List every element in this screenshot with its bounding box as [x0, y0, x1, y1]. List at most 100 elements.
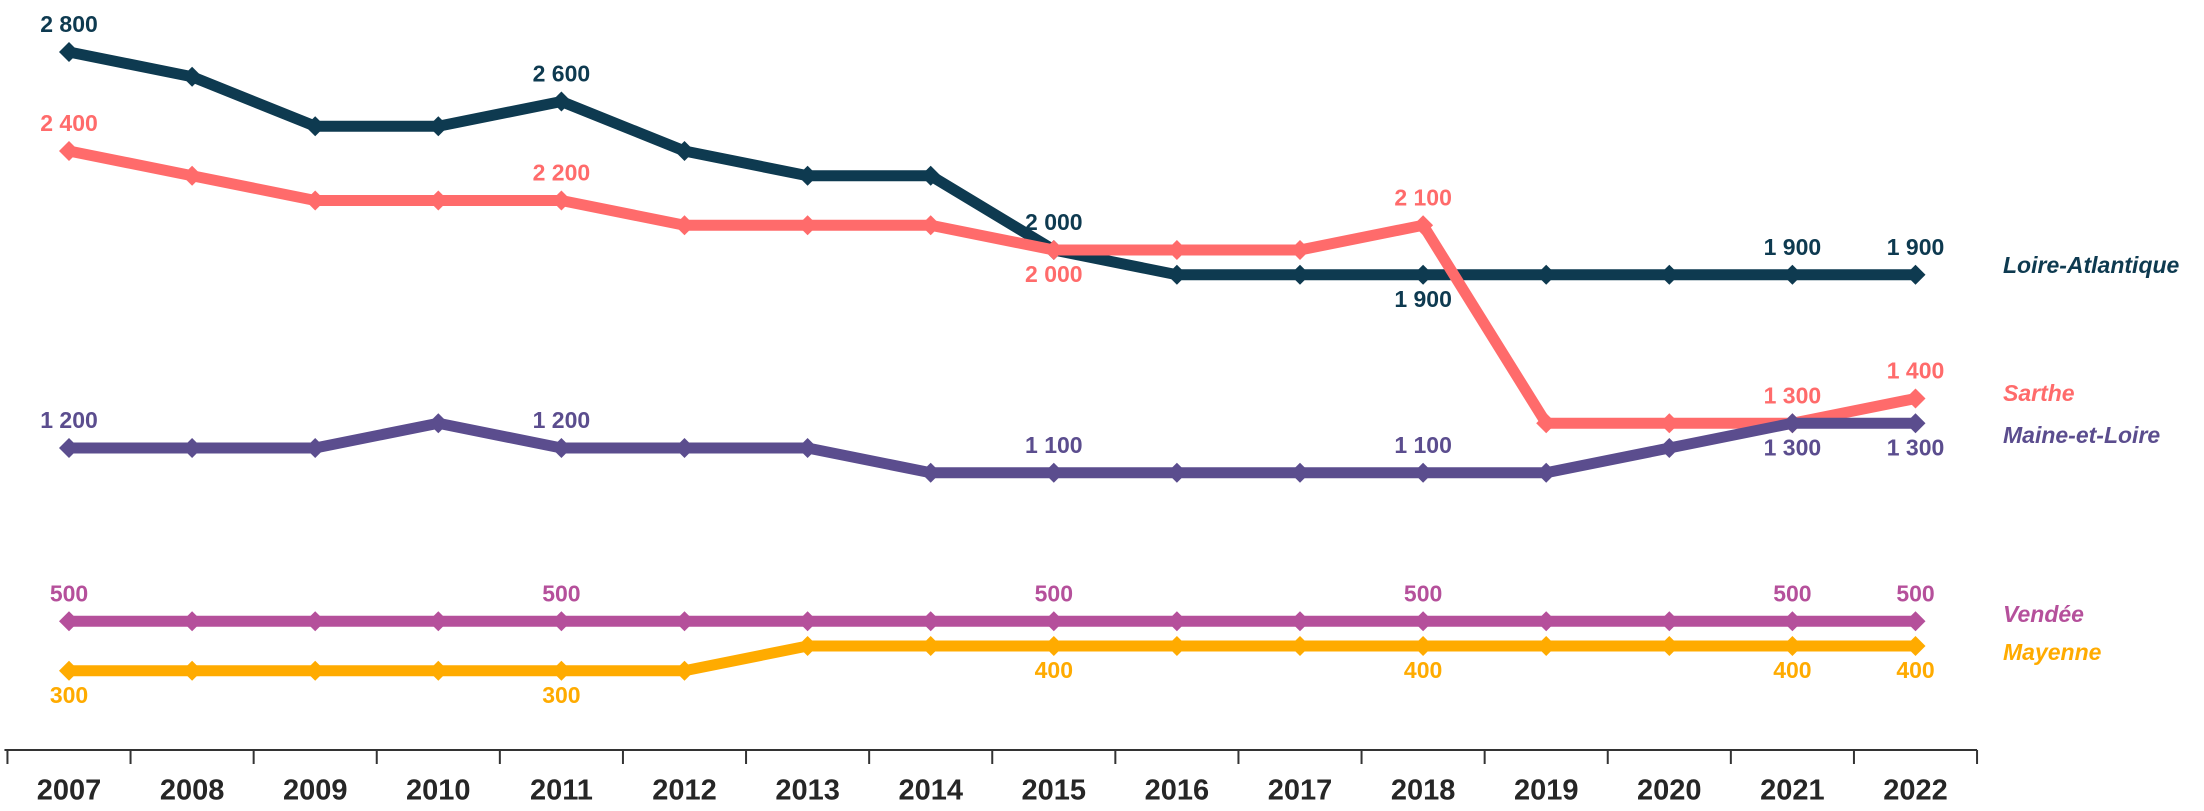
data-label: 2 000: [1025, 209, 1083, 235]
marker: [182, 438, 203, 458]
marker: [551, 660, 572, 681]
data-label: 1 300: [1764, 434, 1822, 460]
marker: [1043, 462, 1064, 483]
marker: [1782, 413, 1803, 434]
marker: [674, 611, 695, 632]
x-tick-label: 2014: [898, 775, 963, 807]
x-tick-label: 2020: [1637, 775, 1702, 807]
marker: [59, 611, 79, 632]
marker: [182, 660, 203, 681]
marker: [920, 462, 941, 483]
marker: [1166, 462, 1187, 483]
marker: [59, 438, 79, 458]
marker: [305, 190, 326, 211]
marker: [1290, 636, 1310, 656]
x-tick-label: 2022: [1883, 775, 1948, 807]
data-label: 1 200: [40, 407, 98, 433]
marker: [428, 190, 449, 211]
marker: [428, 611, 449, 632]
marker: [1290, 240, 1310, 260]
data-label: 500: [542, 580, 580, 606]
data-label: 2 600: [533, 61, 591, 87]
marker: [182, 66, 203, 87]
marker: [1043, 611, 1064, 632]
marker: [1905, 264, 1926, 285]
data-label: 400: [1035, 657, 1073, 683]
marker: [674, 215, 695, 236]
marker: [305, 611, 326, 632]
x-tick-label: 2021: [1760, 775, 1825, 807]
legend-label: Mayenne: [2003, 639, 2102, 665]
marker: [674, 141, 695, 161]
marker: [797, 636, 818, 656]
x-tick-label: 2009: [283, 775, 348, 807]
marker: [920, 636, 941, 656]
marker: [59, 660, 79, 681]
data-label: 500: [1896, 580, 1934, 606]
series-line: [67, 145, 1917, 429]
x-tick-label: 2010: [406, 775, 471, 807]
marker: [1905, 636, 1926, 656]
data-label: 1 900: [1887, 234, 1945, 260]
x-tick-label: 2007: [37, 775, 102, 807]
marker: [1290, 264, 1310, 285]
marker: [1290, 462, 1310, 483]
marker: [59, 42, 79, 62]
marker: [1043, 636, 1064, 656]
data-label: 1 400: [1887, 358, 1945, 384]
marker: [797, 611, 818, 632]
x-tick-label: 2018: [1391, 775, 1456, 807]
marker: [1536, 462, 1557, 483]
data-label: 1 100: [1394, 432, 1452, 458]
marker: [1659, 264, 1680, 285]
marker: [551, 438, 572, 458]
data-label: 2 100: [1394, 184, 1452, 210]
marker: [1413, 462, 1434, 483]
marker: [1782, 636, 1803, 656]
data-label: 1 900: [1764, 234, 1822, 260]
marker: [305, 116, 326, 137]
marker: [674, 660, 695, 681]
marker: [551, 611, 572, 632]
legend-label: Vendée: [2003, 601, 2084, 627]
data-label: 300: [542, 682, 580, 708]
legend-label: Loire-Atlantique: [2003, 252, 2180, 278]
data-label: 500: [1035, 580, 1073, 606]
marker: [1290, 611, 1310, 632]
marker: [182, 165, 203, 186]
marker: [1413, 636, 1434, 656]
x-tick-label: 2011: [530, 775, 593, 807]
data-label: 400: [1896, 657, 1934, 683]
marker: [674, 438, 695, 458]
marker: [59, 141, 79, 161]
series-line: [67, 46, 1916, 281]
data-label: 1 300: [1764, 382, 1822, 408]
marker: [428, 660, 449, 681]
data-label: 500: [1773, 580, 1811, 606]
marker: [182, 611, 203, 632]
marker: [1536, 611, 1557, 632]
marker: [1536, 636, 1557, 656]
marker: [1536, 264, 1557, 285]
marker: [1905, 388, 1926, 409]
legend-label: Maine-et-Loire: [2003, 422, 2160, 448]
data-label: 300: [50, 682, 88, 708]
data-label: 500: [50, 580, 88, 606]
marker: [1905, 413, 1926, 434]
data-label: 1 900: [1394, 286, 1452, 312]
data-label: 2 800: [40, 11, 98, 37]
marker: [1659, 413, 1680, 434]
marker: [920, 611, 941, 632]
marker: [1413, 264, 1434, 285]
legend-label: Sarthe: [2003, 380, 2075, 406]
marker: [1782, 264, 1803, 285]
series-line: [69, 640, 1916, 677]
marker: [1413, 215, 1434, 236]
data-label: 400: [1404, 657, 1442, 683]
marker: [920, 165, 941, 186]
x-tick-label: 2017: [1268, 775, 1333, 807]
marker: [1782, 611, 1803, 632]
marker: [1166, 611, 1187, 632]
marker: [797, 165, 818, 186]
